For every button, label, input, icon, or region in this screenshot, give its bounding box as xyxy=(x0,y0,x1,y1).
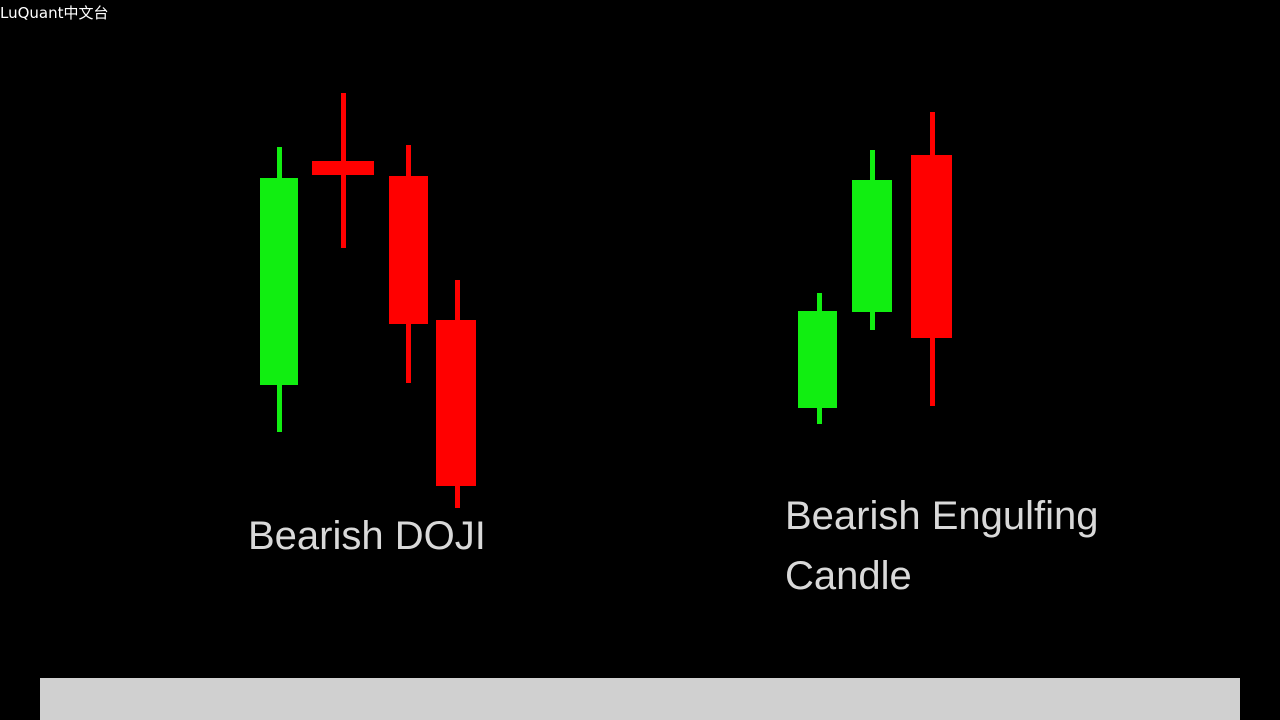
body xyxy=(312,161,374,175)
pattern-label: Bearish DOJI xyxy=(248,514,486,558)
bottom-bar xyxy=(40,678,1240,720)
doji-group xyxy=(260,93,476,508)
pattern-label: Bearish Engulfing Candle xyxy=(785,486,1099,606)
body xyxy=(389,176,428,324)
engulfing-group xyxy=(798,112,952,424)
body xyxy=(911,155,952,338)
label-line: Candle xyxy=(785,554,912,598)
body xyxy=(852,180,892,312)
label-line: Bearish Engulfing xyxy=(785,494,1099,538)
watermark: LuQuant中文台 xyxy=(0,4,109,22)
body xyxy=(798,311,837,408)
body xyxy=(436,320,476,486)
body xyxy=(260,178,298,385)
